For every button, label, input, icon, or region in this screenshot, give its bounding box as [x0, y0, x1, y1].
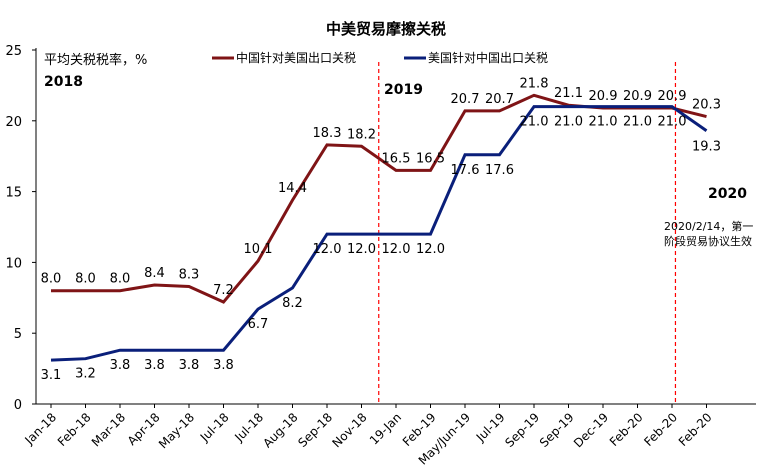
legend: 中国针对美国出口关税 美国针对中国出口关税 — [212, 50, 548, 65]
agreement-annotation: 2020/2/14，第一阶段贸易协议生效 — [664, 219, 753, 248]
y-tick-label: 25 — [5, 44, 22, 59]
us-data-label: 6.7 — [248, 317, 269, 332]
china-data-label: 20.7 — [485, 92, 514, 107]
us-data-label: 12.0 — [313, 242, 342, 257]
x-tick-label: Feb-20 — [607, 410, 646, 449]
y-tick-label: 15 — [5, 186, 22, 201]
china-data-label: 10.1 — [244, 242, 273, 257]
us-data-label: 3.1 — [41, 368, 62, 383]
us-data-label: 12.0 — [382, 242, 411, 257]
year-marker: 2020 — [708, 186, 747, 202]
us-data-label: 21.0 — [658, 115, 687, 130]
y-tick-label: 20 — [5, 115, 22, 130]
us-data-label: 21.0 — [554, 115, 583, 130]
china-data-label: 16.5 — [382, 151, 411, 166]
us-tariff-line — [50, 105, 708, 362]
us-data-label: 17.6 — [485, 163, 514, 178]
china-data-label: 21.8 — [520, 76, 549, 91]
x-tick-label: Mar-18 — [89, 410, 128, 449]
us-data-label: 3.2 — [75, 367, 96, 382]
y-tick-label: 10 — [5, 256, 22, 271]
legend-label-us: 美国针对中国出口关税 — [428, 50, 548, 65]
china-data-label: 8.3 — [179, 267, 200, 282]
x-tick-label: Feb-20 — [676, 410, 715, 449]
x-tick-label: Feb-20 — [641, 410, 680, 449]
us-data-label: 12.0 — [416, 242, 445, 257]
us-data-label: 19.3 — [692, 140, 721, 155]
y-axis: 0 5 10 15 20 25 — [5, 44, 37, 413]
year-markers: 2018 2019 2020 — [44, 74, 747, 202]
us-data-label: 21.0 — [589, 115, 618, 130]
year-marker: 2018 — [44, 74, 83, 90]
us-data-label: 3.8 — [110, 358, 131, 373]
us-data-label: 21.0 — [623, 115, 652, 130]
china-data-label: 18.3 — [313, 126, 342, 141]
us-data-label: 3.8 — [213, 358, 234, 373]
annotation: 2020/2/14，第一阶段贸易协议生效 — [664, 219, 753, 248]
china-data-label: 16.5 — [416, 151, 445, 166]
china-data-label: 14.4 — [278, 181, 307, 196]
china-data-label: 20.9 — [658, 89, 687, 104]
x-tick-label: Sep-19 — [502, 410, 542, 450]
china-data-label: 8.0 — [75, 272, 96, 287]
x-tick-label: 19-Jan — [367, 410, 404, 447]
china-data-label: 18.2 — [347, 127, 376, 142]
y-axis-unit-label: 平均关税税率，% — [44, 52, 147, 68]
x-tick-label: May-18 — [156, 410, 197, 451]
series-lines — [50, 93, 708, 362]
china-data-label: 20.3 — [692, 98, 721, 113]
x-tick-label: Sep-19 — [537, 410, 577, 450]
y-tick-label: 0 — [14, 398, 22, 413]
x-tick-label: Feb-18 — [55, 410, 94, 449]
y-tick-label: 5 — [14, 327, 22, 342]
china-data-label: 7.2 — [213, 283, 234, 298]
x-tick-label: Aug-18 — [260, 410, 300, 450]
x-tick-label: Nov-18 — [330, 410, 370, 450]
us-data-label: 17.6 — [451, 163, 480, 178]
us-data-label: 3.8 — [144, 358, 165, 373]
us-data-label: 12.0 — [347, 242, 376, 257]
year-marker: 2019 — [384, 82, 423, 98]
x-tick-label: Dec-19 — [571, 410, 611, 450]
china-data-label: 20.9 — [623, 89, 652, 104]
chart-title: 中美贸易摩擦关税 — [326, 20, 446, 38]
china-data-label: 20.7 — [451, 92, 480, 107]
china-data-label: 8.0 — [41, 272, 62, 287]
us-data-label: 21.0 — [520, 115, 549, 130]
us-data-label: 3.8 — [179, 358, 200, 373]
x-tick-label: Sep-18 — [295, 410, 335, 450]
us-data-label: 8.2 — [282, 296, 303, 311]
china-data-label: 20.9 — [589, 89, 618, 104]
data-labels: 8.0 3.1 8.0 3.2 8.0 3.8 8.4 3.8 8.3 3.8 7.2 3.8 10.1… — [41, 76, 721, 383]
legend-label-china: 中国针对美国出口关税 — [236, 50, 356, 65]
x-tick-label: Jan-18 — [22, 410, 60, 448]
china-data-label: 8.0 — [110, 272, 131, 287]
x-tick-label: Jul-18 — [197, 410, 232, 445]
china-data-label: 21.1 — [554, 86, 583, 101]
china-data-label: 8.4 — [144, 266, 165, 281]
